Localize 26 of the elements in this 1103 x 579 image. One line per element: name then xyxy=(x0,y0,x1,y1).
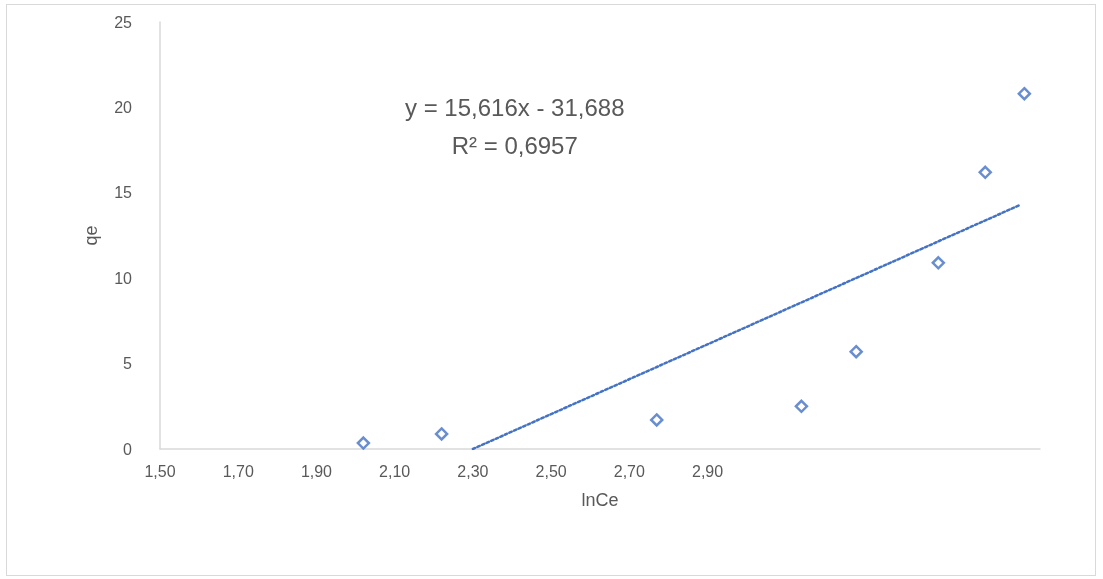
point xyxy=(849,344,863,359)
x-tick-label: 2,30 xyxy=(457,462,489,480)
y-axis-title: qe xyxy=(81,225,101,246)
y-tick-label: 5 xyxy=(123,355,133,373)
point xyxy=(649,413,664,427)
point xyxy=(1017,86,1032,101)
y-tick-label: 25 xyxy=(114,13,133,31)
x-tick-label: 2,50 xyxy=(535,462,567,480)
point xyxy=(794,399,809,414)
x-tick-label: 1,70 xyxy=(222,462,254,480)
point xyxy=(434,427,449,441)
y-tick-label: 10 xyxy=(114,269,133,287)
annotation: y = 15,616x - 31,688 xyxy=(405,93,625,121)
y-tick-label: 20 xyxy=(114,98,133,116)
x-tick-label: 2,10 xyxy=(379,462,411,480)
point xyxy=(931,256,946,270)
point xyxy=(356,436,371,450)
x-tick-label: 2,70 xyxy=(613,462,646,480)
y-tick-label: 15 xyxy=(114,184,133,202)
annotation: R² = 0,6957 xyxy=(451,131,578,159)
x-axis-title: lnCe xyxy=(581,490,619,510)
point xyxy=(978,165,992,180)
x-tick-label: 2,90 xyxy=(691,462,724,480)
y-tick-label: 0 xyxy=(123,440,133,458)
x-tick-label: 1,90 xyxy=(300,462,333,480)
x-tick-label: 1,50 xyxy=(144,462,176,480)
